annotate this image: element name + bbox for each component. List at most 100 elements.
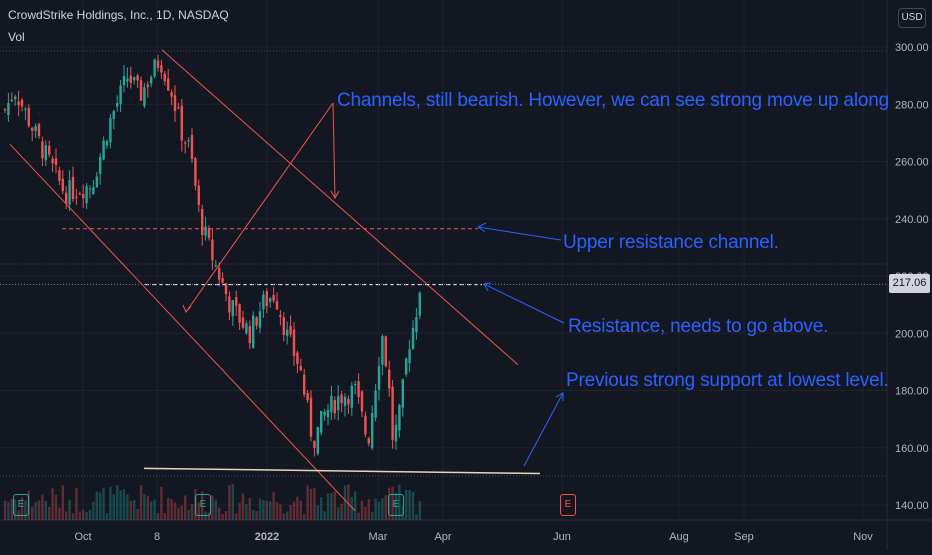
candle-body xyxy=(150,77,153,84)
arrowhead-icon xyxy=(483,282,492,292)
earnings-event-icon[interactable]: E xyxy=(195,494,211,516)
candle-body xyxy=(337,396,340,411)
annotation-pointer-line xyxy=(332,102,336,199)
candle-body xyxy=(279,315,282,318)
candle-body xyxy=(330,395,333,413)
channel-lower-line xyxy=(9,143,356,512)
annotation-support[interactable]: Previous strong support at lowest level. xyxy=(566,370,889,391)
volume-bar xyxy=(150,501,153,520)
candle-body xyxy=(371,413,374,448)
candle-body xyxy=(75,196,78,198)
volume-bar xyxy=(139,485,143,520)
candle-body xyxy=(303,374,306,395)
currency-button[interactable]: USD xyxy=(898,8,926,28)
candle-body xyxy=(170,92,173,97)
candle-body xyxy=(184,142,187,144)
volume-bar xyxy=(143,494,146,520)
volume-bar xyxy=(269,501,272,520)
volume-bar xyxy=(309,488,313,520)
annotation-upper-resistance[interactable]: Upper resistance channel. xyxy=(563,232,779,253)
candle-body xyxy=(156,60,160,68)
volume-bar xyxy=(211,495,214,520)
volume-bar xyxy=(330,492,333,520)
volume-bar xyxy=(286,511,289,520)
candle-body xyxy=(255,317,258,326)
volume-bar xyxy=(265,501,268,520)
candle-body xyxy=(102,140,105,160)
candle-body xyxy=(228,296,231,313)
annotation-channels[interactable]: Channels, still bearish. However, we can… xyxy=(337,90,888,111)
annotation-resistance[interactable]: Resistance, needs to go above. xyxy=(568,316,829,337)
candle-body xyxy=(367,438,370,444)
volume-bar xyxy=(122,489,126,520)
volume-bar xyxy=(231,484,234,520)
candle-body xyxy=(20,99,24,107)
earnings-event-icon[interactable]: E xyxy=(388,494,404,516)
candle-body xyxy=(31,127,34,131)
volume-bar xyxy=(354,491,357,520)
volume-bar xyxy=(177,507,180,520)
x-tick-label: 8 xyxy=(154,531,160,543)
candle-body xyxy=(190,135,194,160)
volume-bar xyxy=(173,502,177,520)
y-tick-label: 200.00 xyxy=(895,328,929,340)
candle-body xyxy=(405,358,408,375)
volume-bar xyxy=(411,492,415,520)
volume-bar xyxy=(258,498,262,520)
candle-body xyxy=(14,96,17,100)
volume-bar xyxy=(292,501,296,520)
volume-bar xyxy=(333,491,336,520)
candle-body xyxy=(37,124,41,137)
earnings-event-icon[interactable]: E xyxy=(13,494,29,516)
candle-body xyxy=(384,336,387,367)
earnings-event-icon[interactable]: E xyxy=(560,494,576,516)
candle-body xyxy=(350,385,353,408)
volume-bar xyxy=(105,513,109,520)
volume-bar xyxy=(388,487,391,520)
candle-body xyxy=(187,140,190,142)
volume-bar xyxy=(279,504,282,520)
volume-bar xyxy=(41,494,44,520)
candle-body xyxy=(241,317,245,328)
volume-bar xyxy=(235,513,238,520)
candle-body xyxy=(265,291,268,307)
candle-body xyxy=(364,415,367,435)
arrowhead-icon xyxy=(182,304,192,313)
candle-body xyxy=(245,323,248,334)
x-tick-label: Jun xyxy=(553,531,571,543)
candle-body xyxy=(146,84,149,88)
volume-bar xyxy=(418,501,421,520)
arrowhead-icon xyxy=(477,222,487,233)
volume-bar xyxy=(82,509,85,520)
candle-body xyxy=(401,379,404,408)
volume-bar xyxy=(14,499,17,520)
x-tick-label: Sep xyxy=(734,531,754,543)
volume-bar xyxy=(7,501,10,520)
last-price-badge: 217.06 xyxy=(889,274,930,293)
volume-bar xyxy=(398,484,401,520)
candle-body xyxy=(7,103,10,116)
candle-body xyxy=(360,391,364,412)
volume-bar xyxy=(37,500,41,520)
candle-body xyxy=(48,145,51,155)
volume-bar xyxy=(34,501,37,520)
y-tick-label: 160.00 xyxy=(895,443,929,455)
volume-bar xyxy=(92,501,95,520)
volume-bar xyxy=(391,486,394,520)
volume-bar xyxy=(245,504,248,520)
volume-bar xyxy=(61,485,64,520)
volume-bar xyxy=(248,498,251,520)
volume-bar xyxy=(109,486,112,520)
volume-bar xyxy=(262,500,265,520)
candle-body xyxy=(136,75,139,81)
volume-bar xyxy=(146,496,149,520)
y-tick-label: 300.00 xyxy=(895,42,929,54)
candle-body xyxy=(333,400,336,414)
volume-bar xyxy=(296,496,299,520)
volume-bar xyxy=(401,505,404,520)
candle-body xyxy=(269,298,272,302)
candle-body xyxy=(323,411,326,416)
candle-body xyxy=(211,239,214,261)
